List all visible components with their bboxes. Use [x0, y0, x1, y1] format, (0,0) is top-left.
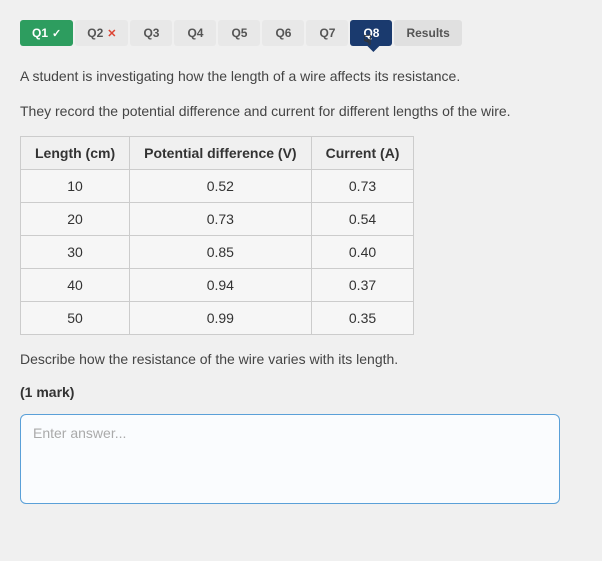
table-cell: 0.94	[130, 269, 311, 302]
table-cell: 40	[21, 269, 130, 302]
tab-label: Q3	[143, 26, 159, 40]
tab-label: Q4	[187, 26, 203, 40]
tab-label: Q5	[231, 26, 247, 40]
table-cell: 0.73	[130, 203, 311, 236]
tab-q2[interactable]: Q2 ✕	[75, 20, 128, 46]
table-cell: 0.40	[311, 236, 414, 269]
tab-q5[interactable]: Q5	[218, 20, 260, 46]
tab-label: Q6	[275, 26, 291, 40]
table-body: 100.520.73200.730.54300.850.40400.940.37…	[21, 170, 414, 335]
tab-label: Q2	[87, 26, 103, 40]
table-cell: 10	[21, 170, 130, 203]
tab-results[interactable]: Results	[394, 20, 461, 46]
tab-q4[interactable]: Q4	[174, 20, 216, 46]
table-header-cell: Length (cm)	[21, 137, 130, 170]
table-header-row: Length (cm)Potential difference (V)Curre…	[21, 137, 414, 170]
tab-q8[interactable]: Q8☟	[350, 20, 392, 46]
check-icon: ✓	[52, 27, 61, 40]
table-row: 500.990.35	[21, 302, 414, 335]
table-row: 400.940.37	[21, 269, 414, 302]
table-cell: 0.54	[311, 203, 414, 236]
cross-icon: ✕	[107, 27, 116, 40]
table-cell: 0.85	[130, 236, 311, 269]
question-content: A student is investigating how the lengt…	[20, 66, 602, 509]
table-cell: 0.99	[130, 302, 311, 335]
question-p1: A student is investigating how the lengt…	[20, 66, 602, 87]
tab-q6[interactable]: Q6	[262, 20, 304, 46]
table-row: 200.730.54	[21, 203, 414, 236]
table-cell: 0.52	[130, 170, 311, 203]
question-p3: Describe how the resistance of the wire …	[20, 349, 602, 370]
table-cell: 20	[21, 203, 130, 236]
answer-input[interactable]	[20, 414, 560, 504]
tab-label: Q1	[32, 26, 48, 40]
table-cell: 30	[21, 236, 130, 269]
table-cell: 0.35	[311, 302, 414, 335]
table-row: 300.850.40	[21, 236, 414, 269]
question-p2: They record the potential difference and…	[20, 101, 602, 122]
tab-label: Q8	[363, 26, 379, 40]
table-header-cell: Current (A)	[311, 137, 414, 170]
question-tabs: Q1 ✓ Q2 ✕ Q3 Q4 Q5 Q6 Q7 Q8☟ Results	[20, 20, 602, 46]
tab-q3[interactable]: Q3	[130, 20, 172, 46]
tab-q1[interactable]: Q1 ✓	[20, 20, 73, 46]
table-cell: 50	[21, 302, 130, 335]
tab-label: Results	[406, 26, 449, 40]
data-table: Length (cm)Potential difference (V)Curre…	[20, 136, 414, 335]
table-cell: 0.73	[311, 170, 414, 203]
table-row: 100.520.73	[21, 170, 414, 203]
tab-label: Q7	[319, 26, 335, 40]
table-header-cell: Potential difference (V)	[130, 137, 311, 170]
marks-label: (1 mark)	[20, 384, 602, 400]
tab-q7[interactable]: Q7	[306, 20, 348, 46]
table-cell: 0.37	[311, 269, 414, 302]
